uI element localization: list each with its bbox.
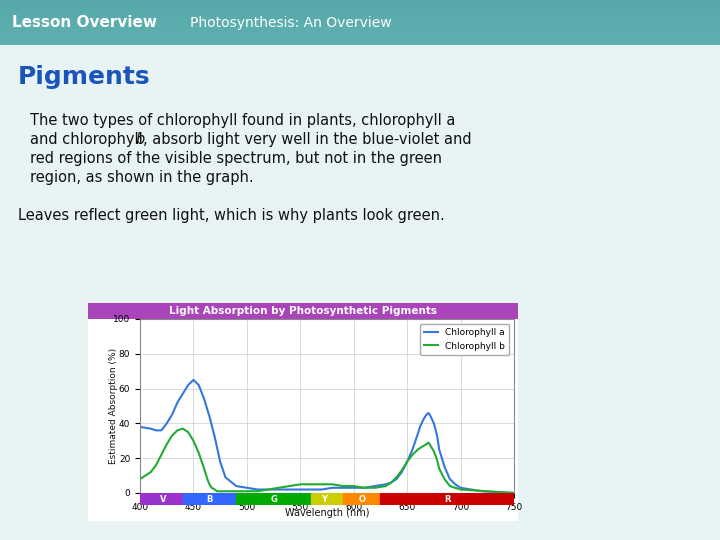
Text: Leaves reflect green light, which is why plants look green.: Leaves reflect green light, which is why… bbox=[18, 208, 445, 223]
Legend: Chlorophyll a, Chlorophyll b: Chlorophyll a, Chlorophyll b bbox=[420, 323, 510, 355]
Line: Chlorophyll b: Chlorophyll b bbox=[140, 429, 514, 493]
Text: , absorb light very well in the blue-violet and: , absorb light very well in the blue-vio… bbox=[143, 132, 472, 147]
Text: red regions of the visible spectrum, but not in the green: red regions of the visible spectrum, but… bbox=[30, 151, 442, 166]
Chlorophyll b bbox=[433, 457, 441, 463]
Chlorophyll a bbox=[328, 484, 337, 491]
Chlorophyll a bbox=[510, 490, 518, 496]
Bar bbox=[343, 493, 380, 505]
Chlorophyll b bbox=[338, 483, 347, 489]
Chlorophyll a bbox=[135, 424, 144, 430]
Chlorophyll b bbox=[210, 487, 219, 493]
Text: region, as shown in the graph.: region, as shown in the graph. bbox=[30, 170, 253, 185]
Text: Lesson Overview: Lesson Overview bbox=[12, 15, 157, 30]
Text: R: R bbox=[444, 495, 451, 503]
Text: Wavelength (nm): Wavelength (nm) bbox=[284, 508, 369, 518]
Text: O: O bbox=[359, 495, 366, 503]
Chlorophyll a bbox=[163, 420, 171, 427]
Bar bbox=[236, 493, 311, 505]
Text: Estimated Absorption (%): Estimated Absorption (%) bbox=[109, 348, 119, 464]
Text: b: b bbox=[135, 132, 144, 147]
Text: Photosynthesis: An Overview: Photosynthesis: An Overview bbox=[190, 16, 392, 30]
Text: G: G bbox=[270, 495, 277, 503]
Chlorophyll a bbox=[189, 377, 198, 383]
Text: Y: Y bbox=[321, 495, 327, 503]
Text: Light Absorption by Photosynthetic Pigments: Light Absorption by Photosynthetic Pigme… bbox=[169, 306, 437, 316]
Chlorophyll a bbox=[264, 487, 273, 493]
Chlorophyll b bbox=[179, 426, 187, 432]
Text: B: B bbox=[206, 495, 212, 503]
Bar bbox=[311, 493, 343, 505]
Chlorophyll b bbox=[371, 484, 379, 491]
Chlorophyll a bbox=[456, 484, 465, 491]
Chlorophyll b bbox=[510, 490, 518, 496]
Chlorophyll a bbox=[402, 458, 411, 465]
Chlorophyll a bbox=[392, 476, 401, 482]
Bar bbox=[183, 493, 236, 505]
Text: The two types of chlorophyll found in plants, chlorophyll a: The two types of chlorophyll found in pl… bbox=[30, 113, 455, 128]
Chlorophyll b bbox=[349, 483, 358, 489]
Chlorophyll b bbox=[135, 476, 144, 482]
Text: V: V bbox=[161, 495, 167, 503]
Text: Pigments: Pigments bbox=[18, 65, 150, 89]
Bar bbox=[140, 493, 183, 505]
Line: Chlorophyll a: Chlorophyll a bbox=[140, 380, 514, 493]
Chlorophyll b bbox=[413, 446, 422, 453]
Text: and chlorophyll: and chlorophyll bbox=[30, 132, 148, 147]
Bar bbox=[380, 493, 514, 505]
